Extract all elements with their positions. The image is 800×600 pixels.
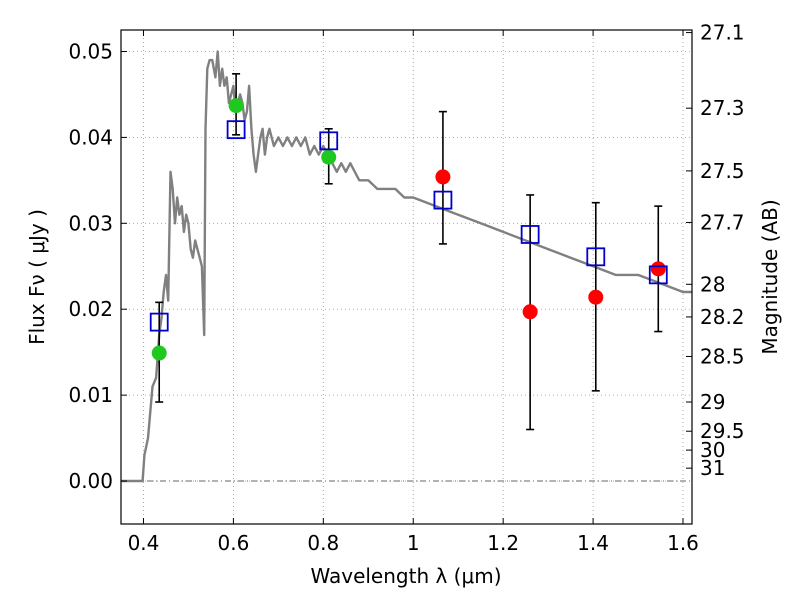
plot-background <box>121 30 692 524</box>
x-tick-label: 1.6 <box>667 531 699 555</box>
y-tick-label: 0.05 <box>68 39 113 63</box>
y2-tick-label: 27.7 <box>700 210 745 234</box>
y-tick-label: 0.04 <box>68 125 113 149</box>
model-point-square <box>520 225 540 244</box>
y2-tick-label: 28.5 <box>700 344 745 368</box>
model-point-square <box>586 247 606 267</box>
x-tick-label: 0.6 <box>217 531 249 555</box>
y2-tick-label: 28.2 <box>700 305 745 329</box>
x-axis-ticks: 0.4 0.6 0.8 1 1.2 1.4 1.6 <box>128 30 699 555</box>
y2-tick-label: 28 <box>700 272 725 296</box>
y-tick-label: 0.00 <box>68 469 113 493</box>
plot-frame <box>120 29 693 525</box>
model-spectrum-group <box>121 50 692 483</box>
y-tick-label: 0.03 <box>68 211 113 235</box>
y2-tick-label: 29.5 <box>700 419 745 443</box>
data-point-circle <box>151 345 167 361</box>
y-axis-title: Flux Fν ( μJy ) <box>25 209 49 345</box>
y-tick-label: 0.02 <box>68 297 113 321</box>
y2-tick-label: 30 <box>700 438 725 462</box>
x-tick-label: 0.8 <box>307 531 339 555</box>
model-point-square <box>648 265 668 285</box>
data-point-circle <box>321 149 337 165</box>
data-point-circle <box>228 98 244 114</box>
data-point-circle <box>588 289 604 305</box>
model-point-square <box>149 312 169 332</box>
x-tick-label: 0.4 <box>128 531 160 555</box>
y2-tick-label: 29 <box>700 390 725 414</box>
y2-tick-label: 31 <box>700 456 725 480</box>
data-points-group <box>149 98 668 361</box>
y-axis-ticks: 0.00 0.01 0.02 0.03 0.04 0.05 <box>68 39 127 493</box>
model-point-square <box>433 190 453 210</box>
y2-tick-label: 27.3 <box>700 96 745 120</box>
model-spectrum-line <box>121 50 692 483</box>
y-tick-label: 0.01 <box>68 383 113 407</box>
x-tick-label: 1 <box>407 531 420 555</box>
y2-tick-label: 27.5 <box>700 159 745 183</box>
y2-axis-title: Magnitude (AB) <box>758 199 782 354</box>
y2-tick-label: 27.1 <box>700 21 745 45</box>
x-axis-title: Wavelength λ (μm) <box>310 564 501 588</box>
x-tick-label: 1.4 <box>577 531 609 555</box>
data-point-circle <box>522 304 538 320</box>
model-point-square <box>319 131 339 151</box>
x-tick-label: 1.2 <box>487 531 519 555</box>
model-point-square <box>226 120 246 140</box>
data-point-circle <box>435 169 451 185</box>
data-point-circle <box>650 261 666 277</box>
